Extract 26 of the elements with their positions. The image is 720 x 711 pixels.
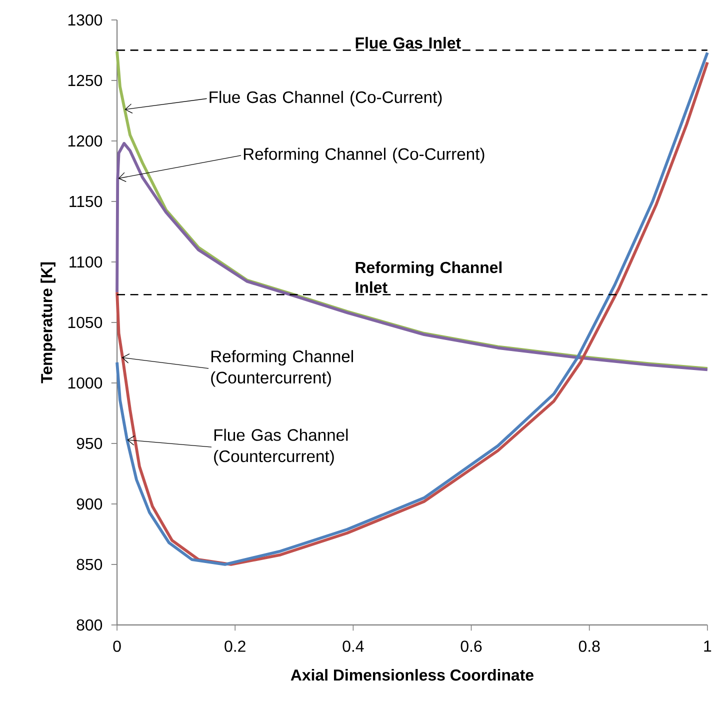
x-tick-label: 0 bbox=[113, 640, 121, 652]
x-axis-title: Axial Dimensionless Coordinate bbox=[290, 669, 534, 681]
y-tick-label: 950 bbox=[76, 438, 102, 450]
annotation: Flue Gas Channel (Co-Current) bbox=[210, 90, 442, 106]
y-tick-label: 1150 bbox=[70, 196, 102, 208]
y-tick-label: 1000 bbox=[68, 377, 102, 389]
x-tick-label: 0.8 bbox=[578, 640, 600, 652]
x-tick-label: 0.2 bbox=[224, 640, 246, 652]
y-tick-label: 850 bbox=[76, 558, 102, 570]
line-series bbox=[116, 142, 709, 372]
annotation: Reforming Channel (Co-Current) bbox=[244, 148, 484, 164]
y-tick-label: 1100 bbox=[70, 256, 102, 268]
y-tick-label: 800 bbox=[76, 619, 102, 631]
y-axis-title: Temperature [K] bbox=[40, 262, 56, 384]
y-tick-label: 1050 bbox=[68, 316, 102, 328]
annotation: Flue Gas Channel (Countercurrent) bbox=[214, 428, 348, 466]
ref-line-label: Flue Gas Inlet bbox=[356, 36, 461, 49]
x-tick-label: 0.6 bbox=[460, 640, 482, 652]
y-tick-label: 1300 bbox=[68, 14, 102, 26]
y-tick-label: 1250 bbox=[68, 74, 102, 86]
ref-line-label: Reforming Channel Inlet bbox=[356, 261, 502, 294]
x-tick-label: 1 bbox=[704, 640, 712, 652]
annotation: Reforming Channel (Countercurrent) bbox=[211, 350, 353, 387]
y-tick-label: 900 bbox=[76, 498, 102, 510]
x-tick-label: 0.4 bbox=[342, 640, 364, 652]
y-tick-label: 1200 bbox=[68, 135, 102, 147]
